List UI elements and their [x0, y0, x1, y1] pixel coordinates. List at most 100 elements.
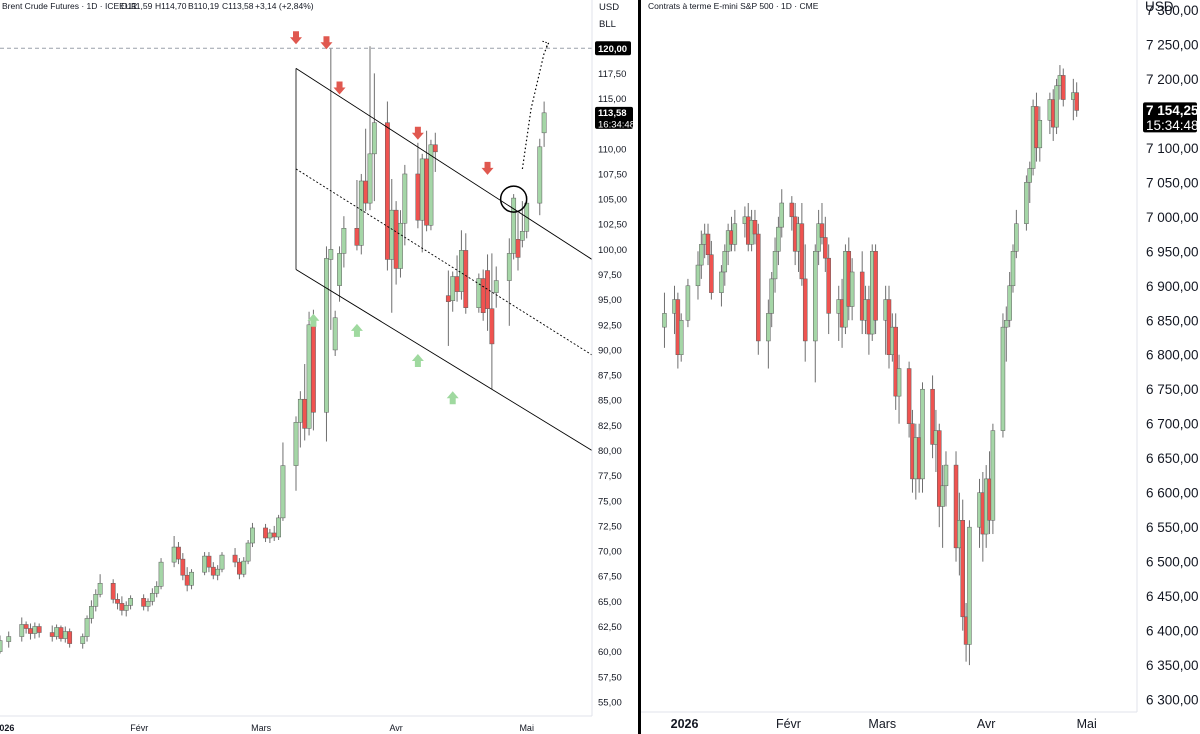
up-arrow-icon — [446, 391, 459, 405]
sp500-price-axis[interactable]: USD 7 300,00 7 250,00 7 200,00 7 100,00 7 05… — [1143, 0, 1199, 708]
candle-body-up — [678, 320, 684, 355]
candle — [89, 600, 94, 624]
brent-close: C113,58 — [222, 1, 254, 11]
candle — [511, 194, 517, 260]
candle-body-up — [1027, 168, 1033, 183]
candle — [826, 244, 831, 335]
candle — [0, 635, 3, 654]
candle-body-up — [967, 526, 972, 645]
sp500-time-axis[interactable]: 2026 Févr Mars Avr Mai — [671, 717, 1097, 731]
candle-body-down — [184, 574, 190, 586]
r-y-tick: 7 000,00 — [1146, 210, 1199, 225]
candle — [328, 48, 334, 330]
candle — [776, 216, 781, 266]
l-y-tick: 107,50 — [598, 169, 627, 180]
l-x-label: Mars — [251, 723, 271, 733]
candle — [110, 579, 116, 604]
breakout-circle[interactable] — [499, 185, 528, 213]
candle — [732, 209, 738, 252]
candle-body-up — [84, 618, 90, 637]
r-y-tick: 7 100,00 — [1146, 141, 1199, 156]
candle-body-up — [476, 278, 482, 308]
candle — [662, 292, 667, 348]
candle-body-up — [389, 209, 395, 260]
l-y-tick: 97,50 — [598, 270, 622, 281]
l-y-tick: 87,50 — [598, 371, 622, 382]
candle-body-down — [424, 158, 429, 226]
last-price-box — [1143, 102, 1197, 133]
candle-body-up — [685, 285, 691, 321]
l-y-tick: 115,00 — [598, 94, 626, 105]
candle — [756, 223, 761, 355]
l-y-tick: 95,00 — [598, 295, 622, 306]
candle-body-up — [280, 465, 286, 519]
candle-body-up — [450, 276, 456, 301]
candle — [779, 189, 785, 238]
candle — [485, 254, 490, 331]
candle — [67, 628, 73, 648]
candle-body-up — [402, 173, 408, 224]
candle-body-down — [873, 251, 878, 321]
projection-path[interactable] — [521, 42, 550, 169]
r-x-label: Mars — [868, 717, 896, 731]
candle-body-up — [1010, 251, 1016, 287]
candle-body-down — [515, 239, 521, 258]
candle — [537, 138, 543, 216]
down-arrow-icon — [320, 36, 333, 50]
l-y-tick: 92,50 — [598, 320, 622, 331]
channel-lower-line[interactable] — [295, 269, 593, 451]
up-arrow-icon — [307, 313, 320, 327]
candle-body-down — [180, 558, 186, 576]
candle — [1074, 82, 1079, 117]
candle-body-down — [823, 237, 828, 259]
candle-body-up — [813, 251, 818, 342]
r-x-label: Mai — [1077, 717, 1097, 731]
candle-body-down — [271, 532, 277, 538]
channel-upper-line[interactable] — [295, 67, 593, 260]
candle — [332, 310, 338, 356]
pane-divider[interactable] — [638, 0, 641, 734]
candle — [93, 589, 99, 612]
candle-body-up — [766, 313, 771, 342]
up-arrow-icon — [350, 323, 363, 337]
candle — [385, 101, 390, 271]
candle — [920, 382, 925, 493]
candle-body-down — [28, 628, 33, 634]
candle-body-down — [176, 546, 181, 560]
candle-body-down — [802, 278, 808, 342]
r-y-tick: 6 950,00 — [1146, 244, 1199, 259]
candle — [819, 203, 825, 245]
candle — [515, 213, 521, 271]
brent-price-axis[interactable]: USD BLL 117,50 115,00 110,00 107,50 105,00 10… — [595, 2, 635, 708]
sp500-chart[interactable]: Contrats à terme E-mini S&P 500 · 1D · C… — [641, 0, 1199, 731]
brent-chart[interactable]: Brent Crude Futures · 1D · ICEEUR O111,5… — [0, 0, 635, 733]
l-x-label: 2026 — [0, 723, 14, 733]
candle-body-up — [662, 313, 667, 328]
candle-body-up — [506, 253, 512, 281]
brent-time-axis[interactable]: 2026 Févr Mars Avr Mai — [0, 723, 534, 733]
l-y-tick: 75,00 — [598, 496, 622, 507]
r-y-tick: 6 750,00 — [1146, 382, 1199, 397]
candle — [324, 246, 329, 442]
candle-body-down — [393, 209, 399, 269]
candle-body-up — [849, 271, 855, 307]
candle-body-up — [398, 222, 403, 269]
last-price-value: 113,58 — [598, 108, 627, 119]
r-x-label: 2026 — [671, 717, 699, 731]
r-y-tick: 6 400,00 — [1146, 624, 1199, 639]
candle — [722, 244, 728, 286]
candle-body-down — [859, 271, 865, 321]
brent-title: Brent Crude Futures · 1D · ICEEUR — [2, 1, 137, 11]
candle — [802, 244, 808, 362]
candle-body-down — [110, 583, 116, 600]
countdown-timer: 15:34:48 — [1146, 118, 1199, 133]
candle — [769, 271, 774, 328]
l-y-tick: 77,50 — [598, 471, 622, 482]
candle-body-down — [58, 627, 64, 639]
candle-body-up — [990, 430, 996, 521]
candle — [930, 375, 935, 459]
candle — [789, 196, 795, 231]
projection-arrowhead-icon — [542, 40, 550, 49]
candle — [719, 265, 724, 307]
